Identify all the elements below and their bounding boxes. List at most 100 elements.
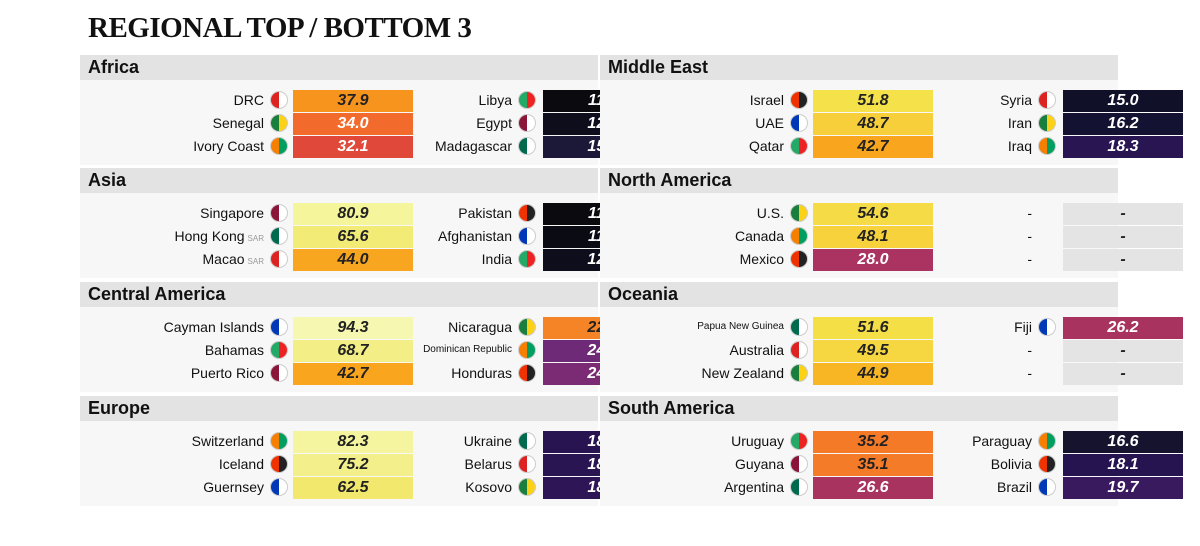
country-label: Australia: [729, 342, 784, 358]
country-label: Guyana: [734, 456, 784, 472]
value-cell: 18.1: [1063, 454, 1183, 476]
country-label: Dominican Republic: [423, 344, 512, 355]
region-header: Middle East: [600, 55, 1118, 80]
region-header: Africa: [80, 55, 598, 80]
country-label: Qatar: [748, 138, 784, 154]
value-cell: 82.3: [293, 431, 413, 453]
value-cell: 44.9: [813, 363, 933, 385]
country-label: Pakistan: [458, 205, 512, 221]
flag-icon: [518, 91, 536, 109]
country-label: Puerto Rico: [190, 365, 264, 381]
country-name: Iceland: [32, 453, 264, 475]
country-label: Guernsey: [203, 479, 264, 495]
country-label: Mexico: [739, 251, 784, 267]
country-label: Ivory Coast: [193, 138, 264, 154]
flag-icon: [1038, 318, 1056, 336]
value-cell: 16.2: [1063, 113, 1183, 135]
country-name: -: [800, 225, 1032, 247]
country-name: Ivory Coast: [32, 135, 264, 157]
value-cell: 34.0: [293, 113, 413, 135]
region-header: North America: [600, 168, 1118, 193]
flag-icon: [270, 432, 288, 450]
flag-icon: [270, 204, 288, 222]
value-cell: 35.2: [813, 431, 933, 453]
flag-icon: [518, 318, 536, 336]
flag-icon: [790, 91, 808, 109]
country-label: Senegal: [212, 115, 264, 131]
flag-icon: [270, 341, 288, 359]
value-cell: 49.5: [813, 340, 933, 362]
flag-icon: [518, 341, 536, 359]
value-cell: -: [1063, 249, 1183, 271]
country-label: -: [1027, 342, 1032, 358]
country-label: Iceland: [218, 456, 264, 472]
country-label: Libya: [478, 92, 512, 108]
country-name: Switzerland: [32, 430, 264, 452]
flag-icon: [1038, 455, 1056, 473]
flag-icon: [790, 137, 808, 155]
country-label: Israel: [749, 92, 784, 108]
flag-icon: [790, 478, 808, 496]
country-name: Uruguay: [552, 430, 784, 452]
country-label: Macao: [202, 251, 245, 267]
value-cell: 44.0: [293, 249, 413, 271]
value-cell: -: [1063, 226, 1183, 248]
country-name: -: [800, 339, 1032, 361]
country-name: Belarus: [280, 453, 512, 475]
country-name: Pakistan: [280, 202, 512, 224]
flag-icon: [270, 91, 288, 109]
value-cell: 16.6: [1063, 431, 1183, 453]
country-label: Iran: [1007, 115, 1032, 131]
flag-icon: [790, 227, 808, 245]
country-label: Iraq: [1007, 138, 1032, 154]
country-name: Iran: [800, 112, 1032, 134]
flag-icon: [1038, 114, 1056, 132]
country-name: Macao SAR: [32, 248, 264, 273]
country-name: Nicaragua: [280, 316, 512, 338]
country-label: -: [1027, 251, 1032, 267]
value-cell: -: [1063, 203, 1183, 225]
country-label: Hong Kong: [174, 228, 245, 244]
value-cell: 48.1: [813, 226, 933, 248]
value-cell: 15.0: [1063, 90, 1183, 112]
country-name: Cayman Islands: [32, 316, 264, 338]
value-cell: 18.3: [1063, 136, 1183, 158]
country-label: U.S.: [756, 205, 784, 221]
flag-icon: [518, 227, 536, 245]
country-name: -: [800, 248, 1032, 270]
country-name: Bolivia: [800, 453, 1032, 475]
value-cell: -: [1063, 363, 1183, 385]
country-label: Kosovo: [465, 479, 512, 495]
flag-icon: [790, 318, 808, 336]
country-name: Australia: [552, 339, 784, 361]
value-cell: -: [1063, 340, 1183, 362]
region-header: Oceania: [600, 282, 1118, 307]
country-name: Paraguay: [800, 430, 1032, 452]
country-name: Iraq: [800, 135, 1032, 157]
country-label: -: [1027, 228, 1032, 244]
value-cell: 42.7: [293, 363, 413, 385]
country-label: Ukraine: [463, 433, 512, 449]
region-panel: Central America Cayman Islands 94.3 Bahamas…: [80, 282, 663, 392]
country-name: India: [280, 248, 512, 270]
country-name: DRC: [32, 89, 264, 111]
value-cell: 80.9: [293, 203, 413, 225]
value-cell: 68.7: [293, 340, 413, 362]
country-label: Bolivia: [990, 456, 1032, 472]
flag-icon: [270, 478, 288, 496]
value-cell: 94.3: [293, 317, 413, 339]
value-cell: 65.6: [293, 226, 413, 248]
flag-icon: [270, 114, 288, 132]
country-label: Switzerland: [191, 433, 264, 449]
country-name: Libya: [280, 89, 512, 111]
flag-icon: [518, 250, 536, 268]
flag-icon: [790, 341, 808, 359]
flag-icon: [518, 204, 536, 222]
flag-icon: [270, 455, 288, 473]
region-panel: North America U.S. 54.6 Canada 48.1 Mexico 28.…: [600, 168, 1183, 278]
country-label: Cayman Islands: [163, 319, 264, 335]
value-cell: 75.2: [293, 454, 413, 476]
country-label: New Zealand: [701, 365, 785, 381]
country-name: Guyana: [552, 453, 784, 475]
country-name: Senegal: [32, 112, 264, 134]
